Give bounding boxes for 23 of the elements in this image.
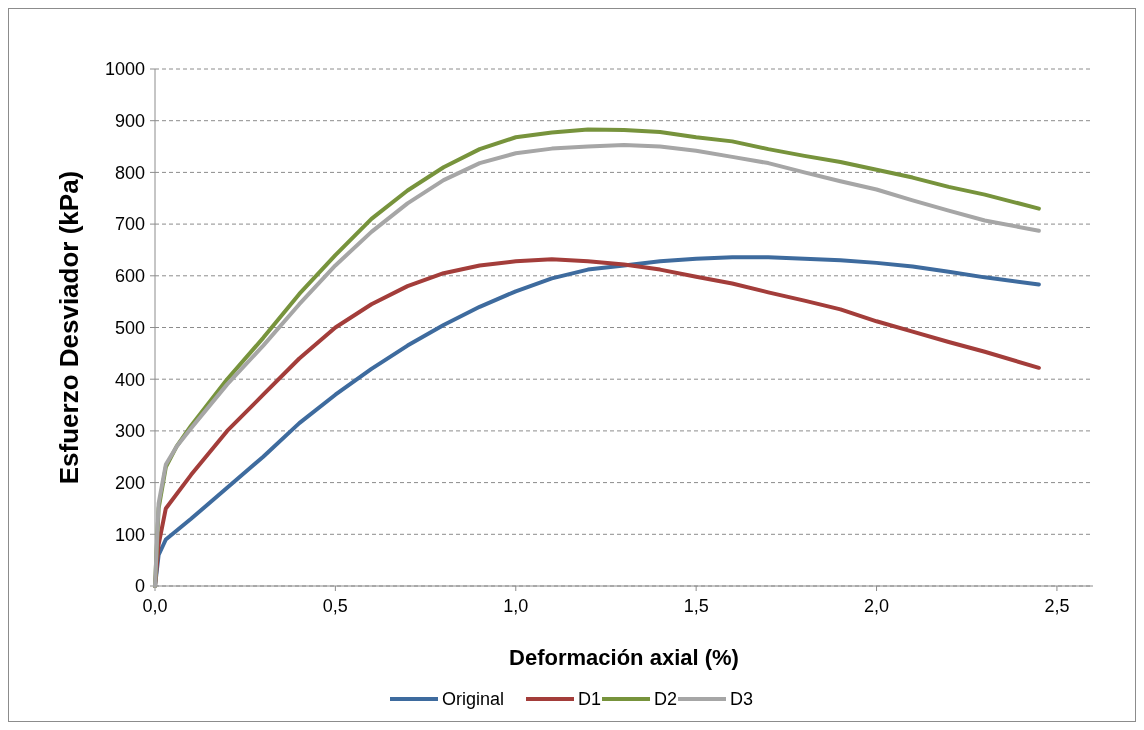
legend-label: D3 [730,689,754,709]
y-tick-label: 300 [114,421,145,442]
y-tick-label: 500 [114,317,145,338]
x-tick-label: 1,0 [503,596,529,616]
y-tick-label: 200 [114,472,145,493]
y-tick-label: 0 [134,576,145,597]
x-tick-label: 0,0 [142,596,168,616]
x-tick-label: 1,5 [683,596,709,616]
legend-label: D1 [578,689,602,709]
x-tick-label: 2,5 [1044,596,1070,616]
x-tick-label: 2,0 [864,596,890,616]
legend-label: D2 [654,689,678,709]
y-tick-label: 1000 [104,59,145,80]
y-tick-label: 600 [114,266,145,287]
y-tick-label: 900 [114,111,145,131]
legend-label: Original [442,689,505,709]
y-tick-label: 100 [114,524,145,545]
y-axis-title: Esfuerzo Desviador (kPa) [54,170,84,485]
x-tick-label: 0,5 [322,596,348,616]
y-tick-label: 800 [114,162,145,183]
x-axis-title: Deformación axial (%) [509,645,739,670]
y-tick-label: 700 [114,214,145,235]
y-tick-label: 400 [114,369,145,390]
